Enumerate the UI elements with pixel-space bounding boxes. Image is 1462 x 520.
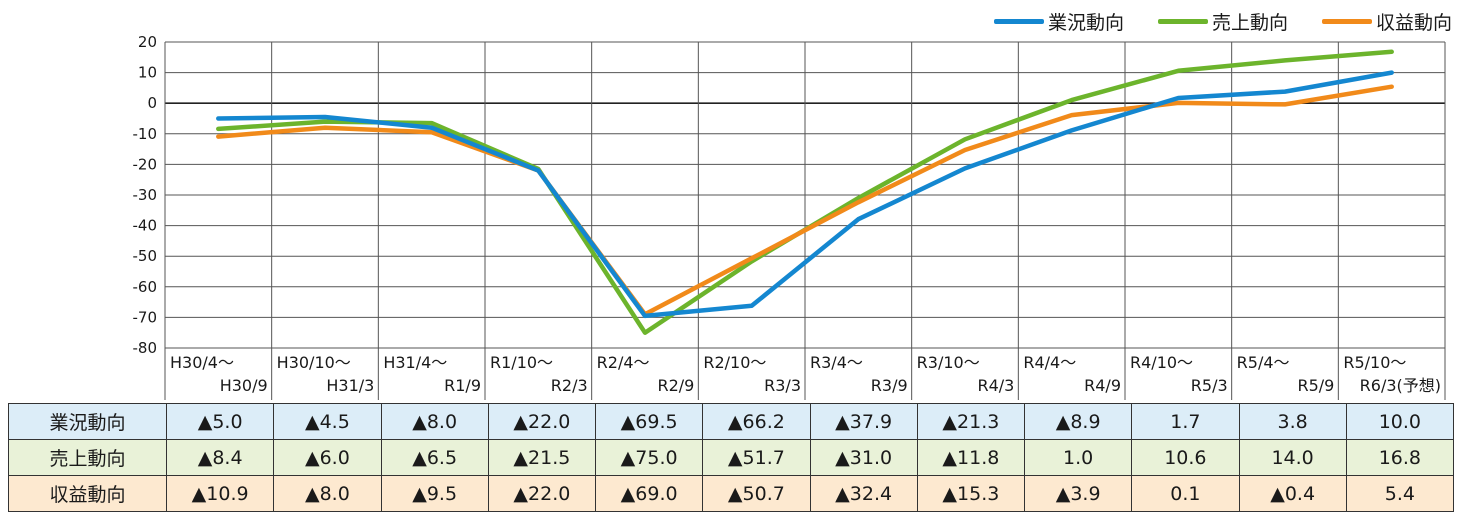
y-tick-label: -20	[133, 155, 158, 173]
y-tick-label: 10	[138, 64, 157, 82]
period-label-end: R2/9	[657, 376, 694, 395]
table-row: 収益動向 ▲10.9 ▲8.0 ▲9.5 ▲22.0 ▲69.0 ▲50.7 ▲32.4 ▲15…	[8, 475, 1455, 512]
y-tick-label: -40	[133, 217, 158, 235]
table-cell: ▲51.7	[702, 439, 811, 476]
period-label-end: R1/9	[444, 376, 481, 395]
table-cell: ▲22.0	[487, 403, 597, 440]
period-label-start: R2/10～	[703, 353, 766, 372]
table-cell: ▲6.5	[380, 439, 489, 476]
table-cell: ▲3.9	[1023, 475, 1133, 512]
table-cell: ▲5.0	[165, 403, 275, 440]
legend-swatch-uriage	[1157, 19, 1208, 24]
table-cell: ▲22.0	[487, 475, 597, 512]
y-tick-label: -50	[133, 247, 158, 265]
table-cell: 16.8	[1345, 439, 1455, 476]
table-row: 業況動向 ▲5.0 ▲4.5 ▲8.0 ▲22.0 ▲69.5 ▲66.2 ▲37.9 ▲21.…	[8, 403, 1455, 440]
table-cell: ▲8.0	[380, 403, 489, 440]
period-label-start: R5/10～	[1343, 353, 1406, 372]
period-label-end: H31/3	[326, 376, 374, 395]
table-cell: ▲21.5	[487, 439, 597, 476]
table-cell: ▲69.5	[594, 403, 704, 440]
table-row: 売上動向 ▲8.4 ▲6.0 ▲6.5 ▲21.5 ▲75.0 ▲51.7 ▲31.0 ▲11.…	[8, 439, 1455, 476]
y-tick-label: -30	[133, 186, 158, 204]
period-label-end: R5/9	[1297, 376, 1334, 395]
period-label-start: R3/4～	[810, 353, 863, 372]
table-cell: ▲9.5	[380, 475, 489, 512]
table-cell: ▲21.3	[916, 403, 1026, 440]
table-cell: 1.7	[1131, 403, 1240, 440]
period-label-end: R6/3(予想)	[1360, 376, 1441, 395]
table-cell: ▲15.3	[916, 475, 1026, 512]
table-cell: ▲69.0	[594, 475, 704, 512]
y-tick-label: -70	[133, 308, 158, 326]
period-label-start: R4/10～	[1130, 353, 1193, 372]
table-cell: 0.1	[1131, 475, 1240, 512]
period-label-end: R3/3	[764, 376, 801, 395]
table-cell: ▲8.9	[1023, 403, 1133, 440]
table-cell: 5.4	[1345, 475, 1455, 512]
legend-item-gyokyo: 業況動向	[993, 8, 1124, 35]
series-line-2	[216, 84, 1394, 317]
period-label-start: H31/4～	[383, 353, 447, 372]
y-tick-label: 20	[138, 33, 157, 51]
legend-label-uriage: 売上動向	[1211, 12, 1288, 34]
table-cell: ▲11.8	[916, 439, 1026, 476]
table-cell: ▲50.7	[702, 475, 811, 512]
table-cell: 10.0	[1345, 403, 1455, 440]
table-cell: ▲31.0	[809, 439, 918, 476]
y-tick-label: 0	[147, 94, 157, 112]
table-cell: ▲10.9	[165, 475, 275, 512]
legend-item-uriage: 売上動向	[1157, 8, 1288, 35]
table-cell: 10.6	[1131, 439, 1240, 476]
y-tick-label: -60	[133, 278, 158, 296]
table-cell: ▲66.2	[702, 403, 811, 440]
period-label-start: R1/10～	[490, 353, 553, 372]
table-cell: ▲6.0	[273, 439, 382, 476]
period-label-start: R3/10～	[917, 353, 980, 372]
table-cell: ▲8.4	[165, 439, 275, 476]
row-label: 業況動向	[8, 403, 167, 440]
y-tick-label: -10	[133, 125, 158, 143]
period-label-start: R5/4～	[1237, 353, 1290, 372]
period-label-start: R4/4～	[1023, 353, 1076, 372]
period-label-end: R4/3	[977, 376, 1014, 395]
table-cell: ▲32.4	[809, 475, 918, 512]
table-cell: 14.0	[1238, 439, 1347, 476]
line-chart: 20 10 0 -10 -20 -30 -40 -50 -60 -70 -80 H30/4～ H30/9…	[133, 33, 1446, 400]
period-label-end: R2/3	[551, 376, 588, 395]
table-cell: ▲0.4	[1238, 475, 1347, 512]
table-cell: ▲4.5	[273, 403, 382, 440]
period-label-start: H30/4～	[170, 353, 234, 372]
series-line-0	[216, 70, 1394, 319]
legend-swatch-shueki	[1321, 19, 1372, 24]
legend-label-shueki: 収益動向	[1375, 12, 1452, 34]
legend-label-gyokyo: 業況動向	[1047, 12, 1124, 34]
period-label-start: R2/4～	[597, 353, 650, 372]
values-table: 業況動向 ▲5.0 ▲4.5 ▲8.0 ▲22.0 ▲69.5 ▲66.2 ▲37.9 ▲21.…	[8, 403, 1455, 512]
legend-swatch-gyokyo	[993, 19, 1044, 24]
period-label-start: H30/10～	[277, 353, 351, 372]
table-cell: 3.8	[1238, 403, 1347, 440]
legend: 業況動向 売上動向 収益動向	[993, 8, 1452, 35]
period-label-end: H30/9	[220, 376, 268, 395]
table-cell: ▲37.9	[809, 403, 918, 440]
row-label: 収益動向	[8, 475, 167, 512]
table-cell: ▲75.0	[594, 439, 704, 476]
y-tick-label: -80	[133, 339, 158, 357]
row-label: 売上動向	[8, 439, 167, 476]
period-label-end: R4/9	[1084, 376, 1121, 395]
table-cell: ▲8.0	[273, 475, 382, 512]
period-label-end: R5/3	[1191, 376, 1228, 395]
legend-item-shueki: 収益動向	[1321, 8, 1452, 35]
table-cell: 1.0	[1023, 439, 1133, 476]
period-label-end: R3/9	[871, 376, 908, 395]
